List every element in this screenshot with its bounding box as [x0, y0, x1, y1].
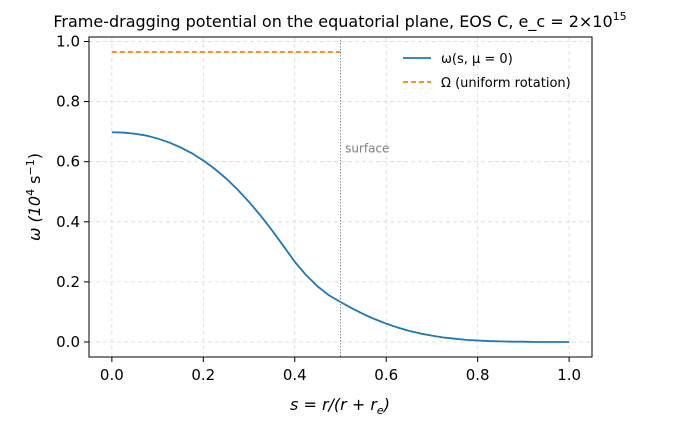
x-tick-label: 0.2 — [191, 366, 215, 384]
x-tick-label: 1.0 — [557, 366, 581, 384]
x-tick-label: 0.4 — [283, 366, 307, 384]
annotations: surface — [340, 37, 389, 357]
x-tick-label: 0.6 — [374, 366, 398, 384]
y-tick-label: 0.2 — [56, 273, 80, 291]
y-tick-label: 0.6 — [56, 153, 80, 171]
y-tick-label: 0.0 — [56, 333, 80, 351]
grid — [89, 37, 592, 357]
ticks: 0.0 0.2 0.4 0.6 0.8 1.0 0.0 0.2 0.4 0.6 0.8 1.0 — [56, 33, 581, 384]
x-tick-label: 0.8 — [466, 366, 490, 384]
y-axis-label: ω (104 s−1) — [24, 153, 44, 241]
legend-label-omega: ω(s, μ = 0) — [441, 52, 513, 67]
chart-title: Frame-dragging potential on the equatori… — [53, 10, 626, 32]
legend: ω(s, μ = 0) Ω (uniform rotation) — [403, 52, 571, 91]
legend-label-Omega: Ω (uniform rotation) — [441, 76, 571, 91]
x-tick-label: 0.0 — [100, 366, 124, 384]
y-tick-label: 0.4 — [56, 213, 80, 231]
y-tick-label: 0.8 — [56, 93, 80, 111]
y-tick-label: 1.0 — [56, 33, 80, 51]
surface-annotation: surface — [345, 142, 389, 156]
x-axis-label: s = r/(r + re) — [290, 395, 390, 417]
